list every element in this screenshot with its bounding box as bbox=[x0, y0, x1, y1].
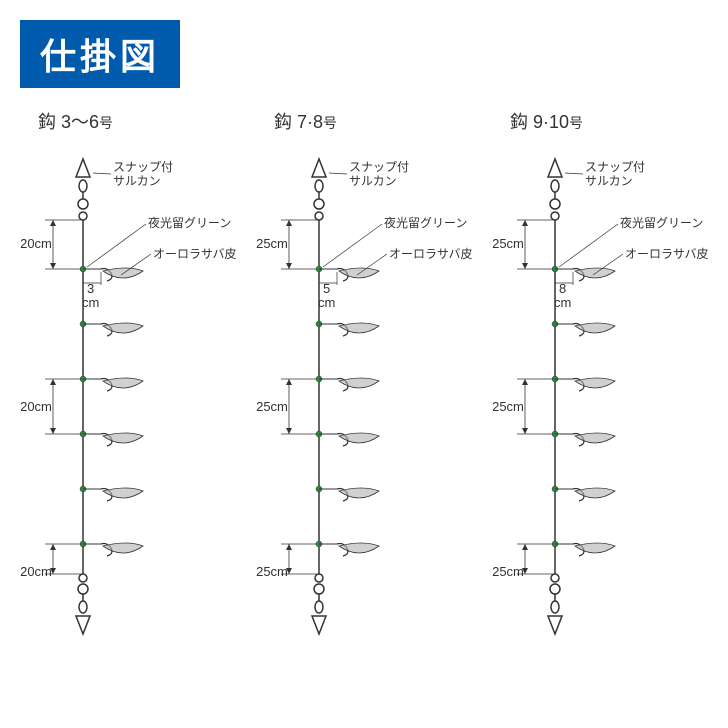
heading-suffix: 号 bbox=[569, 115, 583, 131]
mid-spacing-label: 25cm bbox=[488, 399, 528, 414]
skin-label: オーロラサバ皮 bbox=[625, 247, 709, 261]
bottom-spacing-label: 25cm bbox=[488, 564, 528, 579]
heading-main: 3〜6 bbox=[61, 112, 99, 132]
rig-diagram: スナップ付サルカン 夜光留グリーン オーロラサバ皮 25cm 25cm 25cm… bbox=[254, 154, 474, 694]
lumbead-label: 夜光留グリーン bbox=[620, 216, 703, 230]
rig-column-3: 鈎 9·10号 スナップ付サルカン 夜光留グリーン オーロラサバ皮 25cm 2… bbox=[490, 108, 710, 694]
snap-swivel-label: スナップ付サルカン bbox=[585, 160, 645, 189]
rig-diagram: スナップ付サルカン 夜光留グリーン オーロラサバ皮 20cm 20cm 20cm… bbox=[18, 154, 238, 694]
rig-heading: 鈎 3〜6号 bbox=[18, 108, 238, 134]
branch-length-label: 5cm bbox=[318, 282, 335, 311]
mid-spacing-label: 25cm bbox=[252, 399, 292, 414]
heading-prefix: 鈎 bbox=[510, 112, 533, 132]
heading-prefix: 鈎 bbox=[38, 112, 61, 132]
skin-label: オーロラサバ皮 bbox=[389, 247, 473, 261]
title-banner: 仕掛図 bbox=[20, 20, 180, 88]
rigs-container: 鈎 3〜6号 スナップ付サルカン 夜光留グリーン オーロラサバ皮 20cm 20… bbox=[0, 88, 728, 694]
snap-swivel-label: スナップ付サルカン bbox=[113, 160, 173, 189]
mid-spacing-label: 20cm bbox=[16, 399, 56, 414]
heading-prefix: 鈎 bbox=[274, 112, 297, 132]
rig-svg bbox=[18, 154, 238, 694]
bottom-spacing-label: 20cm bbox=[16, 564, 56, 579]
lumbead-label: 夜光留グリーン bbox=[384, 216, 467, 230]
top-spacing-label: 20cm bbox=[16, 236, 56, 251]
snap-swivel-label: スナップ付サルカン bbox=[349, 160, 409, 189]
heading-suffix: 号 bbox=[99, 115, 113, 131]
heading-suffix: 号 bbox=[323, 115, 337, 131]
branch-length-label: 3cm bbox=[82, 282, 99, 311]
rig-svg bbox=[254, 154, 474, 694]
top-spacing-label: 25cm bbox=[488, 236, 528, 251]
rig-column-1: 鈎 3〜6号 スナップ付サルカン 夜光留グリーン オーロラサバ皮 20cm 20… bbox=[18, 108, 238, 694]
heading-main: 9·10 bbox=[533, 112, 569, 132]
lumbead-label: 夜光留グリーン bbox=[148, 216, 231, 230]
rig-svg bbox=[490, 154, 710, 694]
top-spacing-label: 25cm bbox=[252, 236, 292, 251]
skin-label: オーロラサバ皮 bbox=[153, 247, 237, 261]
rig-heading: 鈎 9·10号 bbox=[490, 108, 710, 134]
branch-length-label: 8cm bbox=[554, 282, 571, 311]
rig-heading: 鈎 7·8号 bbox=[254, 108, 474, 134]
rig-column-2: 鈎 7·8号 スナップ付サルカン 夜光留グリーン オーロラサバ皮 25cm 25… bbox=[254, 108, 474, 694]
heading-main: 7·8 bbox=[297, 112, 323, 132]
bottom-spacing-label: 25cm bbox=[252, 564, 292, 579]
rig-diagram: スナップ付サルカン 夜光留グリーン オーロラサバ皮 25cm 25cm 25cm… bbox=[490, 154, 710, 694]
